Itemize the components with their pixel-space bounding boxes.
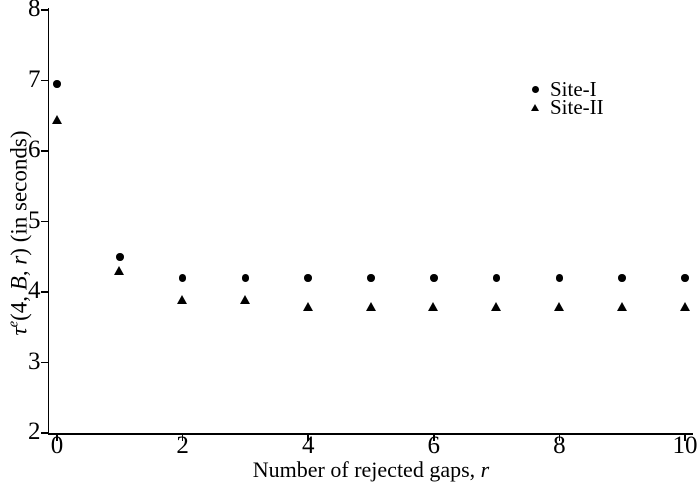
point-site-i	[178, 274, 187, 282]
point-site-i	[304, 274, 312, 282]
point-site-ii	[114, 266, 125, 276]
point-site-ii	[302, 301, 313, 311]
point-site-i	[492, 274, 501, 282]
y-tick-label: 6	[28, 136, 41, 163]
x-tick	[181, 434, 184, 441]
x-tick-label: 2	[176, 432, 189, 459]
x-tick	[307, 434, 309, 441]
x-title-var-r: r	[480, 456, 490, 482]
x-tick-label: 8	[553, 432, 566, 459]
point-site-ii	[491, 301, 502, 311]
x-tick-label: 4	[301, 432, 315, 459]
x-tick-label: 0	[50, 432, 64, 459]
y-tick-label: 5	[28, 206, 41, 234]
y-tick	[41, 220, 48, 223]
y-tick	[41, 9, 48, 11]
point-site-ii	[679, 301, 690, 311]
y-tick-label: 3	[28, 347, 41, 375]
point-site-ii	[177, 294, 188, 304]
y-title-open: (4,	[6, 290, 32, 321]
tau-superscript-e: e	[5, 320, 22, 328]
legend-label-site-ii: Site-II	[550, 95, 604, 120]
x-tick	[684, 434, 686, 441]
x-tick	[56, 434, 58, 441]
x-tick	[433, 434, 435, 441]
legend-item-site-i: Site-I	[526, 76, 604, 101]
x-tick-label: 6	[427, 432, 441, 459]
legend-marker-box	[526, 104, 544, 112]
tau-symbol: τ	[6, 327, 32, 336]
point-site-i	[430, 274, 438, 282]
y-tick-label: 7	[28, 65, 41, 93]
y-title-units: (in seconds)	[6, 130, 32, 249]
y-tick-label: 2	[28, 418, 41, 445]
x-tick-label: 10	[672, 432, 698, 459]
y-title-close: )	[6, 248, 32, 256]
y-tick-label: 8	[28, 0, 41, 22]
point-site-i	[681, 274, 689, 282]
point-site-i	[116, 253, 124, 261]
circle-marker-icon	[531, 85, 539, 93]
y-tick	[41, 150, 48, 152]
y-axis-title: τe(4, B, r) (in seconds)	[5, 130, 32, 336]
point-site-ii	[239, 294, 250, 304]
y-tick-label: 4	[28, 277, 41, 304]
y-title-arg-b: B	[6, 276, 32, 291]
point-site-ii	[51, 114, 62, 124]
y-title-arg-r: r	[6, 255, 32, 265]
y-tick	[41, 432, 48, 434]
x-axis-line	[47, 433, 693, 435]
point-site-ii	[616, 301, 627, 311]
point-site-i	[367, 274, 375, 282]
legend-marker-box	[526, 85, 544, 93]
point-site-i	[618, 274, 626, 282]
x-title-text: Number of rejected gaps,	[252, 456, 481, 482]
y-axis-line	[47, 8, 50, 435]
point-site-i	[555, 274, 564, 282]
legend: Site-I Site-II	[526, 76, 604, 120]
point-site-i	[53, 80, 61, 88]
x-tick	[558, 434, 561, 441]
y-tick	[41, 291, 48, 293]
x-axis-title: Number of rejected gaps, r	[252, 456, 490, 482]
point-site-i	[241, 274, 250, 282]
y-tick	[41, 361, 48, 364]
legend-item-site-ii: Site-II	[526, 95, 604, 120]
point-site-ii	[553, 301, 564, 311]
y-tick	[41, 79, 48, 82]
triangle-marker-icon	[531, 104, 539, 112]
point-site-ii	[365, 301, 376, 311]
legend-label-site-i: Site-I	[550, 76, 597, 101]
point-site-ii	[428, 301, 439, 311]
y-title-sep: ,	[6, 264, 32, 277]
